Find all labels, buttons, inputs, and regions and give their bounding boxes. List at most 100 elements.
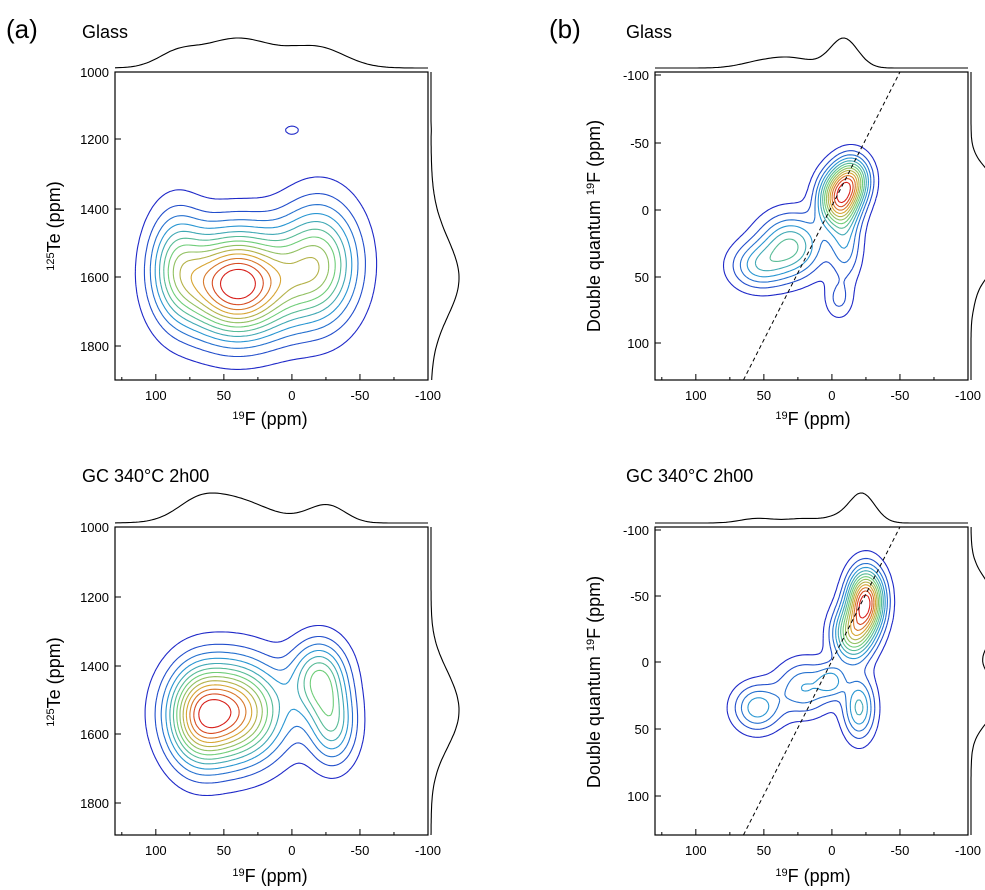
ylabel-b-gc: Double quantum 19F (ppm) (584, 576, 604, 788)
contour-plot-b-gc: 100 50 0 -50 -100 -100 -50 0 50 100 (623, 492, 985, 858)
contour-lines (144, 624, 366, 797)
y-tick-label: 1600 (80, 270, 109, 285)
x-tick-label: 0 (288, 388, 295, 403)
x-tick-label: 0 (828, 843, 835, 858)
top-projection (655, 37, 968, 69)
contour-level-9 (847, 581, 878, 641)
contour-level-13 (836, 181, 851, 204)
y-tick-label: 50 (635, 722, 649, 737)
x-tick-label: 100 (145, 388, 167, 403)
contour-lines (134, 125, 378, 370)
contour-level-7 (176, 669, 334, 756)
contour-level-2 (154, 635, 359, 784)
x-tick-label: 100 (685, 388, 707, 403)
x-tick-label: -100 (955, 388, 981, 403)
y-tick-label: 50 (635, 270, 649, 285)
contour-level-4 (154, 213, 353, 343)
contour-level-6 (172, 662, 340, 760)
y-tick-label: 0 (642, 655, 649, 670)
contour-level-10 (850, 584, 877, 636)
contour-level-11 (853, 587, 875, 632)
x-tick-label: 100 (145, 843, 167, 858)
y-tick-label: -100 (623, 523, 649, 538)
y-tick-label: -100 (623, 68, 649, 83)
y-tick-label: 0 (642, 203, 649, 218)
x-tick-label: 0 (288, 843, 295, 858)
y-tick-label: 1000 (80, 65, 109, 80)
contour-level-2 (734, 557, 891, 739)
y-tick-label: 1000 (80, 520, 109, 535)
contour-level-10 (190, 253, 282, 315)
x-tick-label: -100 (415, 388, 441, 403)
contour-level-5 (158, 220, 347, 337)
contour-level-13 (198, 699, 232, 729)
right-projection (430, 527, 460, 836)
contour-level-8 (844, 578, 880, 645)
x-tick-label: 50 (217, 388, 231, 403)
x-tick-label: -50 (891, 843, 910, 858)
right-projection (430, 72, 460, 381)
contour-level-5 (754, 160, 867, 272)
contour-level-3 (149, 204, 359, 349)
x-tick-label: 50 (757, 843, 771, 858)
contour-plot-a-gc: 100 50 0 -50 -100 1000 1200 1400 1600 1800 (80, 492, 460, 858)
contour-level-11 (202, 257, 272, 311)
y-tick-label: 1400 (80, 659, 109, 674)
xlabel-b-gc: 19F (ppm) (775, 866, 850, 886)
contour-level-3 (739, 154, 872, 283)
contour-level-11 (189, 688, 247, 739)
x-tick-label: -50 (351, 388, 370, 403)
y-tick-label: -50 (630, 589, 649, 604)
contour-level-5 (169, 655, 345, 765)
contour-level-1 (134, 125, 378, 370)
contour-level-9 (827, 169, 860, 218)
ylabel-a-glass: 125Te (ppm) (44, 181, 64, 270)
contour-level-7 (842, 576, 881, 648)
y-tick-label: 1600 (80, 727, 109, 742)
contour-level-9 (179, 249, 320, 319)
contour-lines (722, 143, 880, 319)
ylabel-b-glass: Double quantum 19F (ppm) (584, 120, 604, 332)
x-tick-label: 50 (757, 388, 771, 403)
contour-level-4 (165, 649, 349, 770)
plot-frame (114, 71, 429, 381)
y-tick-label: 100 (627, 789, 649, 804)
contour-level-4 (747, 566, 886, 725)
top-projection (114, 37, 428, 69)
contour-level-11 (831, 175, 856, 211)
y-tick-label: 1200 (80, 590, 109, 605)
contour-level-6 (840, 573, 883, 652)
contour-level-3 (160, 643, 354, 776)
contour-level-1 (726, 550, 896, 750)
ylabel-a-gc: 125Te (ppm) (44, 637, 64, 726)
contour-level-12 (193, 693, 240, 734)
contour-level-5 (837, 570, 884, 716)
y-tick-label: 100 (627, 336, 649, 351)
contour-level-6 (163, 228, 342, 333)
panel-label-a: (a) (6, 14, 38, 44)
contour-level-8 (172, 244, 330, 324)
contour-level-10 (829, 172, 858, 214)
contour-level-1 (722, 143, 880, 319)
y-tick-label: 1400 (80, 202, 109, 217)
contour-level-12 (211, 262, 264, 306)
contour-level-13 (858, 594, 871, 619)
contour-level-7 (824, 165, 864, 225)
contour-level-8 (179, 676, 263, 752)
contour-level-12 (833, 177, 854, 208)
diagonal-line (743, 71, 901, 381)
x-tick-label: 0 (828, 388, 835, 403)
panel-label-b: (b) (549, 14, 581, 44)
contour-level-2 (732, 150, 875, 307)
contour-level-10 (185, 684, 253, 744)
contour-level-1 (144, 624, 366, 797)
title-b-gc: GC 340°C 2h00 (626, 466, 753, 486)
diagonal-line (743, 526, 901, 836)
contour-plot-a-glass: 100 50 0 -50 -100 1000 1200 1400 1600 1800 (80, 37, 460, 403)
x-tick-label: -100 (955, 843, 981, 858)
contour-plot-b-glass: 100 50 0 -50 -100 -100 -50 0 50 100 (623, 37, 985, 403)
right-projection (970, 72, 985, 380)
x-tick-label: 50 (217, 843, 231, 858)
contour-level-4 (746, 157, 869, 278)
